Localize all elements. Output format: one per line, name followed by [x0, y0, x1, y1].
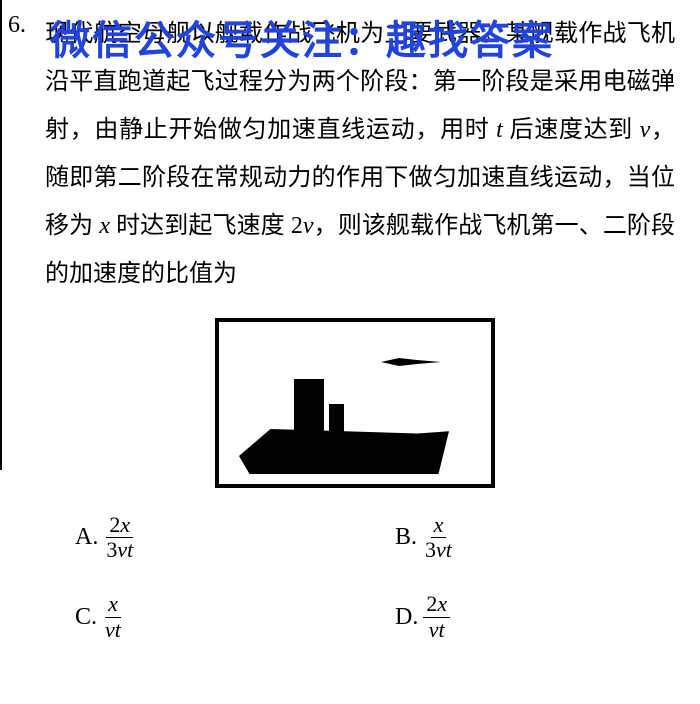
- opt-d-den-t: t: [439, 617, 445, 642]
- opt-b-num: x: [434, 512, 444, 537]
- aircraft-carrier-image: [215, 318, 495, 488]
- ship-tower-2: [329, 404, 344, 434]
- text-mid1: 后速度达到: [503, 117, 640, 143]
- option-a-fraction: 2x 3vt: [103, 513, 136, 562]
- opt-a-den-v: v: [117, 537, 127, 562]
- opt-b-den-t: t: [446, 537, 452, 562]
- ship-body: [239, 429, 449, 474]
- opt-a-den-t: t: [127, 537, 133, 562]
- opt-d-den-v: v: [429, 617, 439, 642]
- var-t: t: [496, 117, 503, 143]
- option-row-1: A. 2x 3vt B. x 3vt: [75, 513, 675, 562]
- var-x: x: [99, 213, 110, 239]
- var-v2: v: [303, 213, 314, 239]
- opt-d-num-coef: 2: [426, 591, 437, 616]
- watermark-text: 微信公众号关注：趣找答案: [50, 8, 554, 66]
- opt-a-num-coef: 2: [109, 512, 120, 537]
- option-d-fraction: 2x vt: [423, 592, 450, 641]
- opt-d-num-x: x: [437, 591, 447, 616]
- option-b-fraction: x 3vt: [422, 513, 455, 562]
- opt-a-den-pre: 3: [106, 537, 117, 562]
- ship-tower: [294, 379, 324, 434]
- opt-c-den-t: t: [115, 617, 121, 642]
- option-a: A. 2x 3vt: [75, 513, 395, 562]
- opt-b-den-pre: 3: [425, 537, 436, 562]
- text-mid3: 时达到起飞速度 2: [110, 213, 303, 239]
- opt-c-den-v: v: [105, 617, 115, 642]
- option-c-fraction: x vt: [102, 592, 124, 641]
- option-a-label: A.: [75, 524, 98, 551]
- opt-c-num: x: [108, 591, 118, 616]
- opt-b-den-v: v: [436, 537, 446, 562]
- option-d: D. 2x vt: [395, 592, 450, 641]
- opt-a-num-x: x: [120, 512, 130, 537]
- option-b: B. x 3vt: [395, 513, 455, 562]
- option-b-label: B.: [395, 524, 417, 551]
- options-container: A. 2x 3vt B. x 3vt C. x vt D. 2x: [75, 513, 675, 642]
- page-left-border: [0, 0, 2, 470]
- option-row-2: C. x vt D. 2x vt: [75, 592, 675, 641]
- aircraft-silhouette: [381, 352, 441, 372]
- option-d-label: D.: [395, 604, 418, 631]
- var-v: v: [640, 117, 651, 143]
- question-number: 6.: [8, 12, 26, 39]
- option-c-label: C.: [75, 604, 97, 631]
- option-c: C. x vt: [75, 592, 395, 641]
- ship-silhouette: [239, 384, 469, 474]
